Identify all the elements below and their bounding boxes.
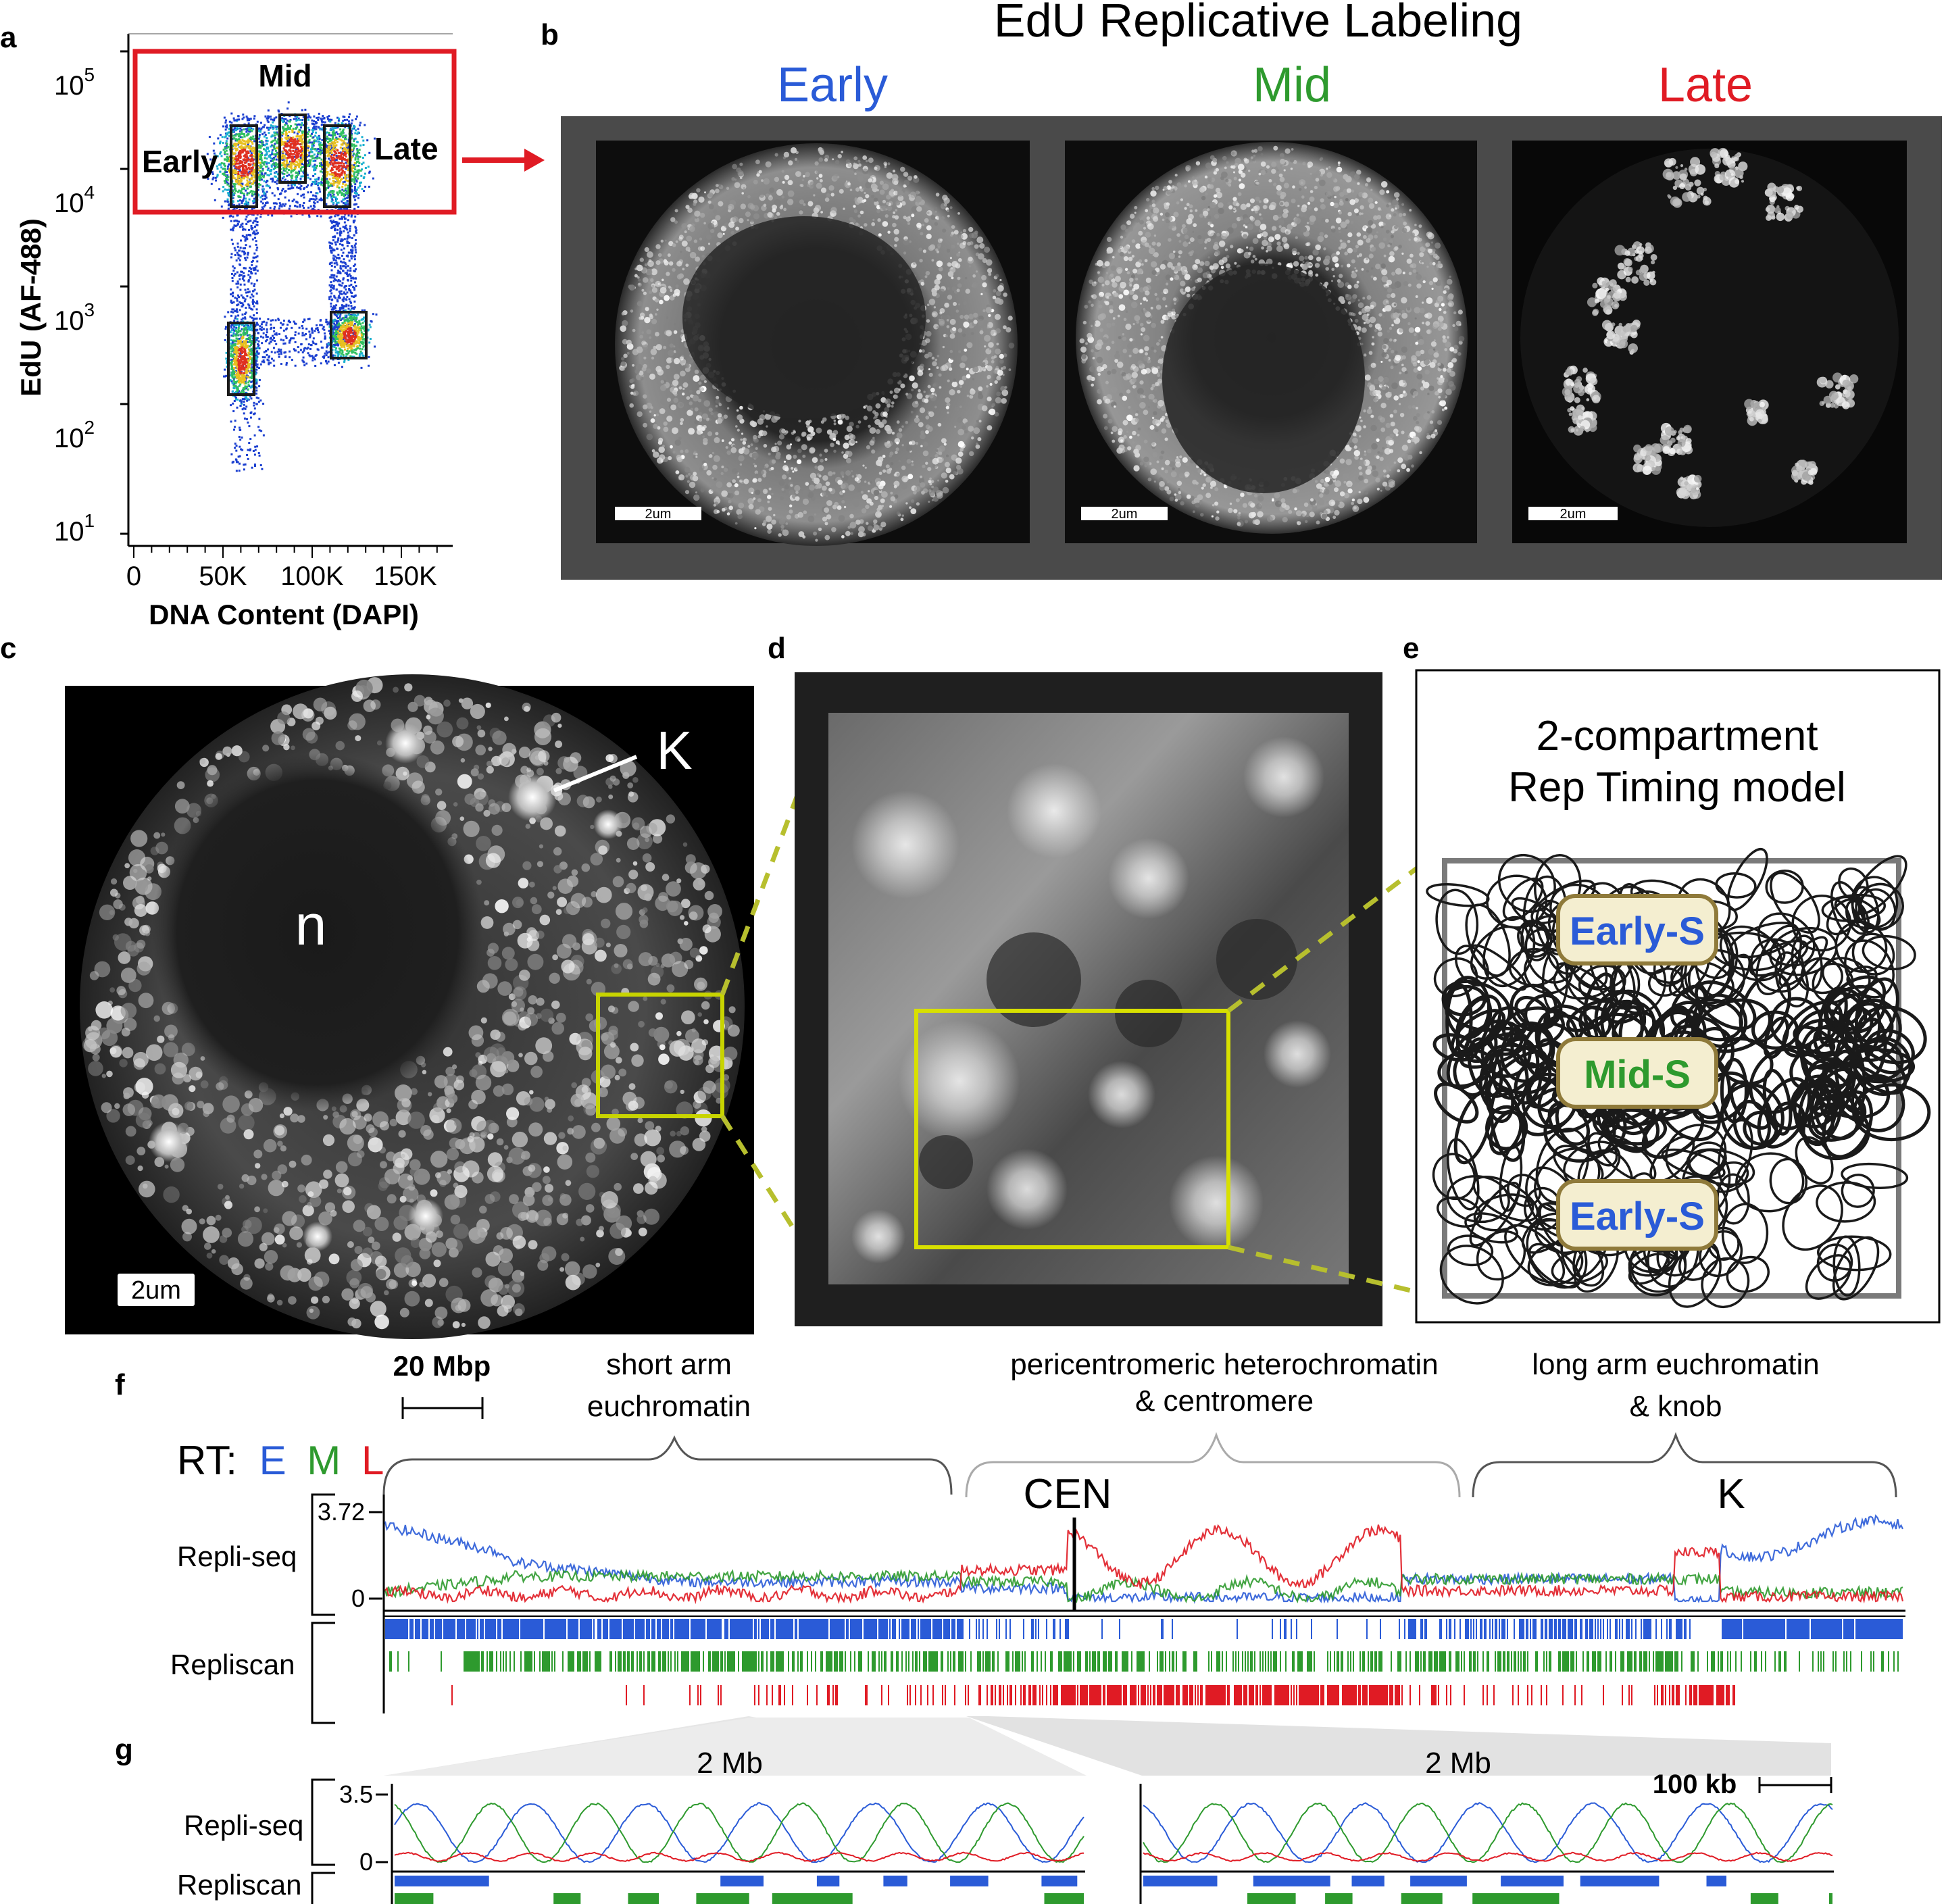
- f-brace-region2: [965, 1432, 1461, 1498]
- b-col-label-mid: Mid: [1253, 58, 1331, 112]
- b-image-mid: 2um: [1065, 141, 1477, 543]
- b-title: EdU Replicative Labeling: [994, 0, 1522, 47]
- panel-a: a 105 104 103 102 101 0 50K 100K 150K DN…: [0, 21, 545, 630]
- f-region2-line1: pericentromeric heterochromatin: [1010, 1348, 1438, 1381]
- e-title-line2: Rep Timing model: [1508, 764, 1846, 811]
- g-zoom-cone-left-band: [384, 1718, 1087, 1776]
- a-gate-mid: [278, 114, 307, 184]
- panel-e: e 2-compartment Rep Timing model Early-S…: [1403, 632, 1941, 1324]
- d-to-e-guide-top: [1226, 849, 1441, 1013]
- a-gate-label-late: Late: [374, 131, 439, 166]
- panel-letter-g: g: [115, 1733, 133, 1766]
- panel-b: b EdU Replicative Labeling Early Mid Lat…: [541, 0, 1942, 580]
- panel-letter-e: e: [1403, 632, 1419, 665]
- a-ytick-5: 105: [54, 64, 95, 101]
- f-scale-label: 20 Mbp: [393, 1350, 491, 1382]
- panel-c: c n K 2um: [0, 632, 831, 1339]
- f-cen-label: CEN: [1024, 1471, 1112, 1518]
- panel-g: g 2 Mb 2 Mb 100 kb 3.5 0 Repli-seq Repli…: [115, 1716, 1834, 1904]
- g-row-label-repliseq: Repli-seq: [184, 1809, 303, 1841]
- a-ytick-1: 101: [54, 510, 95, 547]
- c-to-d-guide-top: [720, 711, 831, 996]
- a-gate-g1: [227, 322, 255, 396]
- a-xtick-100k: 100K: [280, 561, 344, 591]
- panel-letter-b: b: [541, 18, 559, 51]
- a-xtick-0: 0: [126, 561, 141, 591]
- a-gate-early: [230, 124, 258, 208]
- b-col-label-early: Early: [777, 58, 888, 112]
- a-y-axis-label: EdU (AF-488): [15, 218, 47, 397]
- c-to-d-guide-bottom: [720, 1115, 830, 1285]
- e-label-mid: Mid-S: [1556, 1037, 1718, 1109]
- f-rt-legend: RT: E M L: [177, 1438, 384, 1483]
- f-region1-line2: euchromatin: [587, 1390, 751, 1423]
- panel-f: f 20 Mbp short arm euchromatin pericentr…: [115, 1348, 1905, 1724]
- g-zoom-label-right: 2 Mb: [1425, 1747, 1491, 1780]
- a-xtick-50k: 50K: [199, 561, 247, 591]
- b-scalebar-late: [1528, 507, 1618, 520]
- a-ytick-3: 103: [54, 299, 95, 336]
- c-nucleolus-label: n: [295, 893, 327, 957]
- a-gate-late: [323, 124, 351, 208]
- f-brace-region1: [382, 1435, 953, 1495]
- f-row-label-repliscan: Repliscan: [170, 1649, 295, 1680]
- a-gate-label-early: Early: [142, 144, 218, 179]
- f-region3-line2: & knob: [1630, 1390, 1722, 1423]
- b-scalebar-mid: [1081, 507, 1168, 520]
- c-nucleolus: [152, 753, 483, 1111]
- panel-d: d: [768, 632, 1441, 1326]
- a-ytick-2: 102: [54, 417, 95, 453]
- a-x-tick-labels: 0 50K 100K 150K: [126, 561, 437, 591]
- d-zoom-box: [914, 1009, 1230, 1249]
- b-image-late: 2um: [1512, 141, 1907, 543]
- e-title-line1: 2-compartment: [1537, 713, 1818, 759]
- g-repliscan-tracks: [395, 1876, 1832, 1904]
- f-region1-line1: short arm: [606, 1348, 732, 1381]
- a-gate-g2: [330, 311, 368, 359]
- a-xtick-150k: 150K: [374, 561, 437, 591]
- a-gate-label-mid: Mid: [258, 58, 311, 93]
- d-to-e-guide-bottom: [1228, 1245, 1440, 1300]
- g-repliseq-traces: [394, 1802, 1833, 1863]
- g-zoom-label-left: 2 Mb: [697, 1747, 763, 1780]
- g-row-label-repliscan: Repliscan: [177, 1869, 301, 1901]
- c-knob-label: K: [656, 720, 692, 780]
- f-repliscan-tracks: [385, 1619, 1903, 1705]
- panel-letter-a: a: [0, 21, 17, 54]
- b-image-early: 2um: [596, 141, 1030, 546]
- a-y-tick-labels: 105 104 103 102 101: [54, 64, 95, 547]
- c-knob-pointer: [553, 755, 638, 793]
- a-ytick-4: 104: [54, 182, 95, 218]
- e-label-early-top: Early-S: [1556, 894, 1718, 966]
- f-brace-region3: [1472, 1432, 1897, 1498]
- f-region3-line1: long arm euchromatin: [1532, 1348, 1820, 1381]
- c-scalebar: [118, 1274, 195, 1306]
- g-ytick-max: 3.5: [339, 1780, 373, 1808]
- panel-letter-d: d: [768, 632, 786, 665]
- arrow-head-icon: [524, 149, 545, 172]
- f-ytick-max: 3.72: [318, 1498, 365, 1526]
- g-ytick-zero: 0: [359, 1848, 373, 1876]
- f-ytick-zero: 0: [351, 1584, 365, 1612]
- f-row-label-repliseq: Repli-seq: [177, 1540, 297, 1572]
- b-col-label-late: Late: [1658, 58, 1753, 112]
- a-x-axis-label: DNA Content (DAPI): [149, 599, 419, 630]
- a-s-phase-box: [132, 49, 457, 215]
- panel-letter-c: c: [0, 632, 16, 665]
- b-scalebar-early: [615, 507, 701, 520]
- f-knob-label: K: [1717, 1471, 1745, 1518]
- f-region2-line2: & centromere: [1135, 1384, 1314, 1418]
- f-repliseq-traces: [384, 1514, 1904, 1605]
- g-zoom-cone-right: [966, 1716, 1831, 1776]
- g-scale-label: 100 kb: [1653, 1770, 1737, 1799]
- c-zoom-box: [596, 993, 724, 1118]
- panel-letter-f: f: [115, 1368, 125, 1401]
- e-label-early-bottom: Early-S: [1556, 1179, 1718, 1251]
- a-tick-marks: [120, 50, 438, 558]
